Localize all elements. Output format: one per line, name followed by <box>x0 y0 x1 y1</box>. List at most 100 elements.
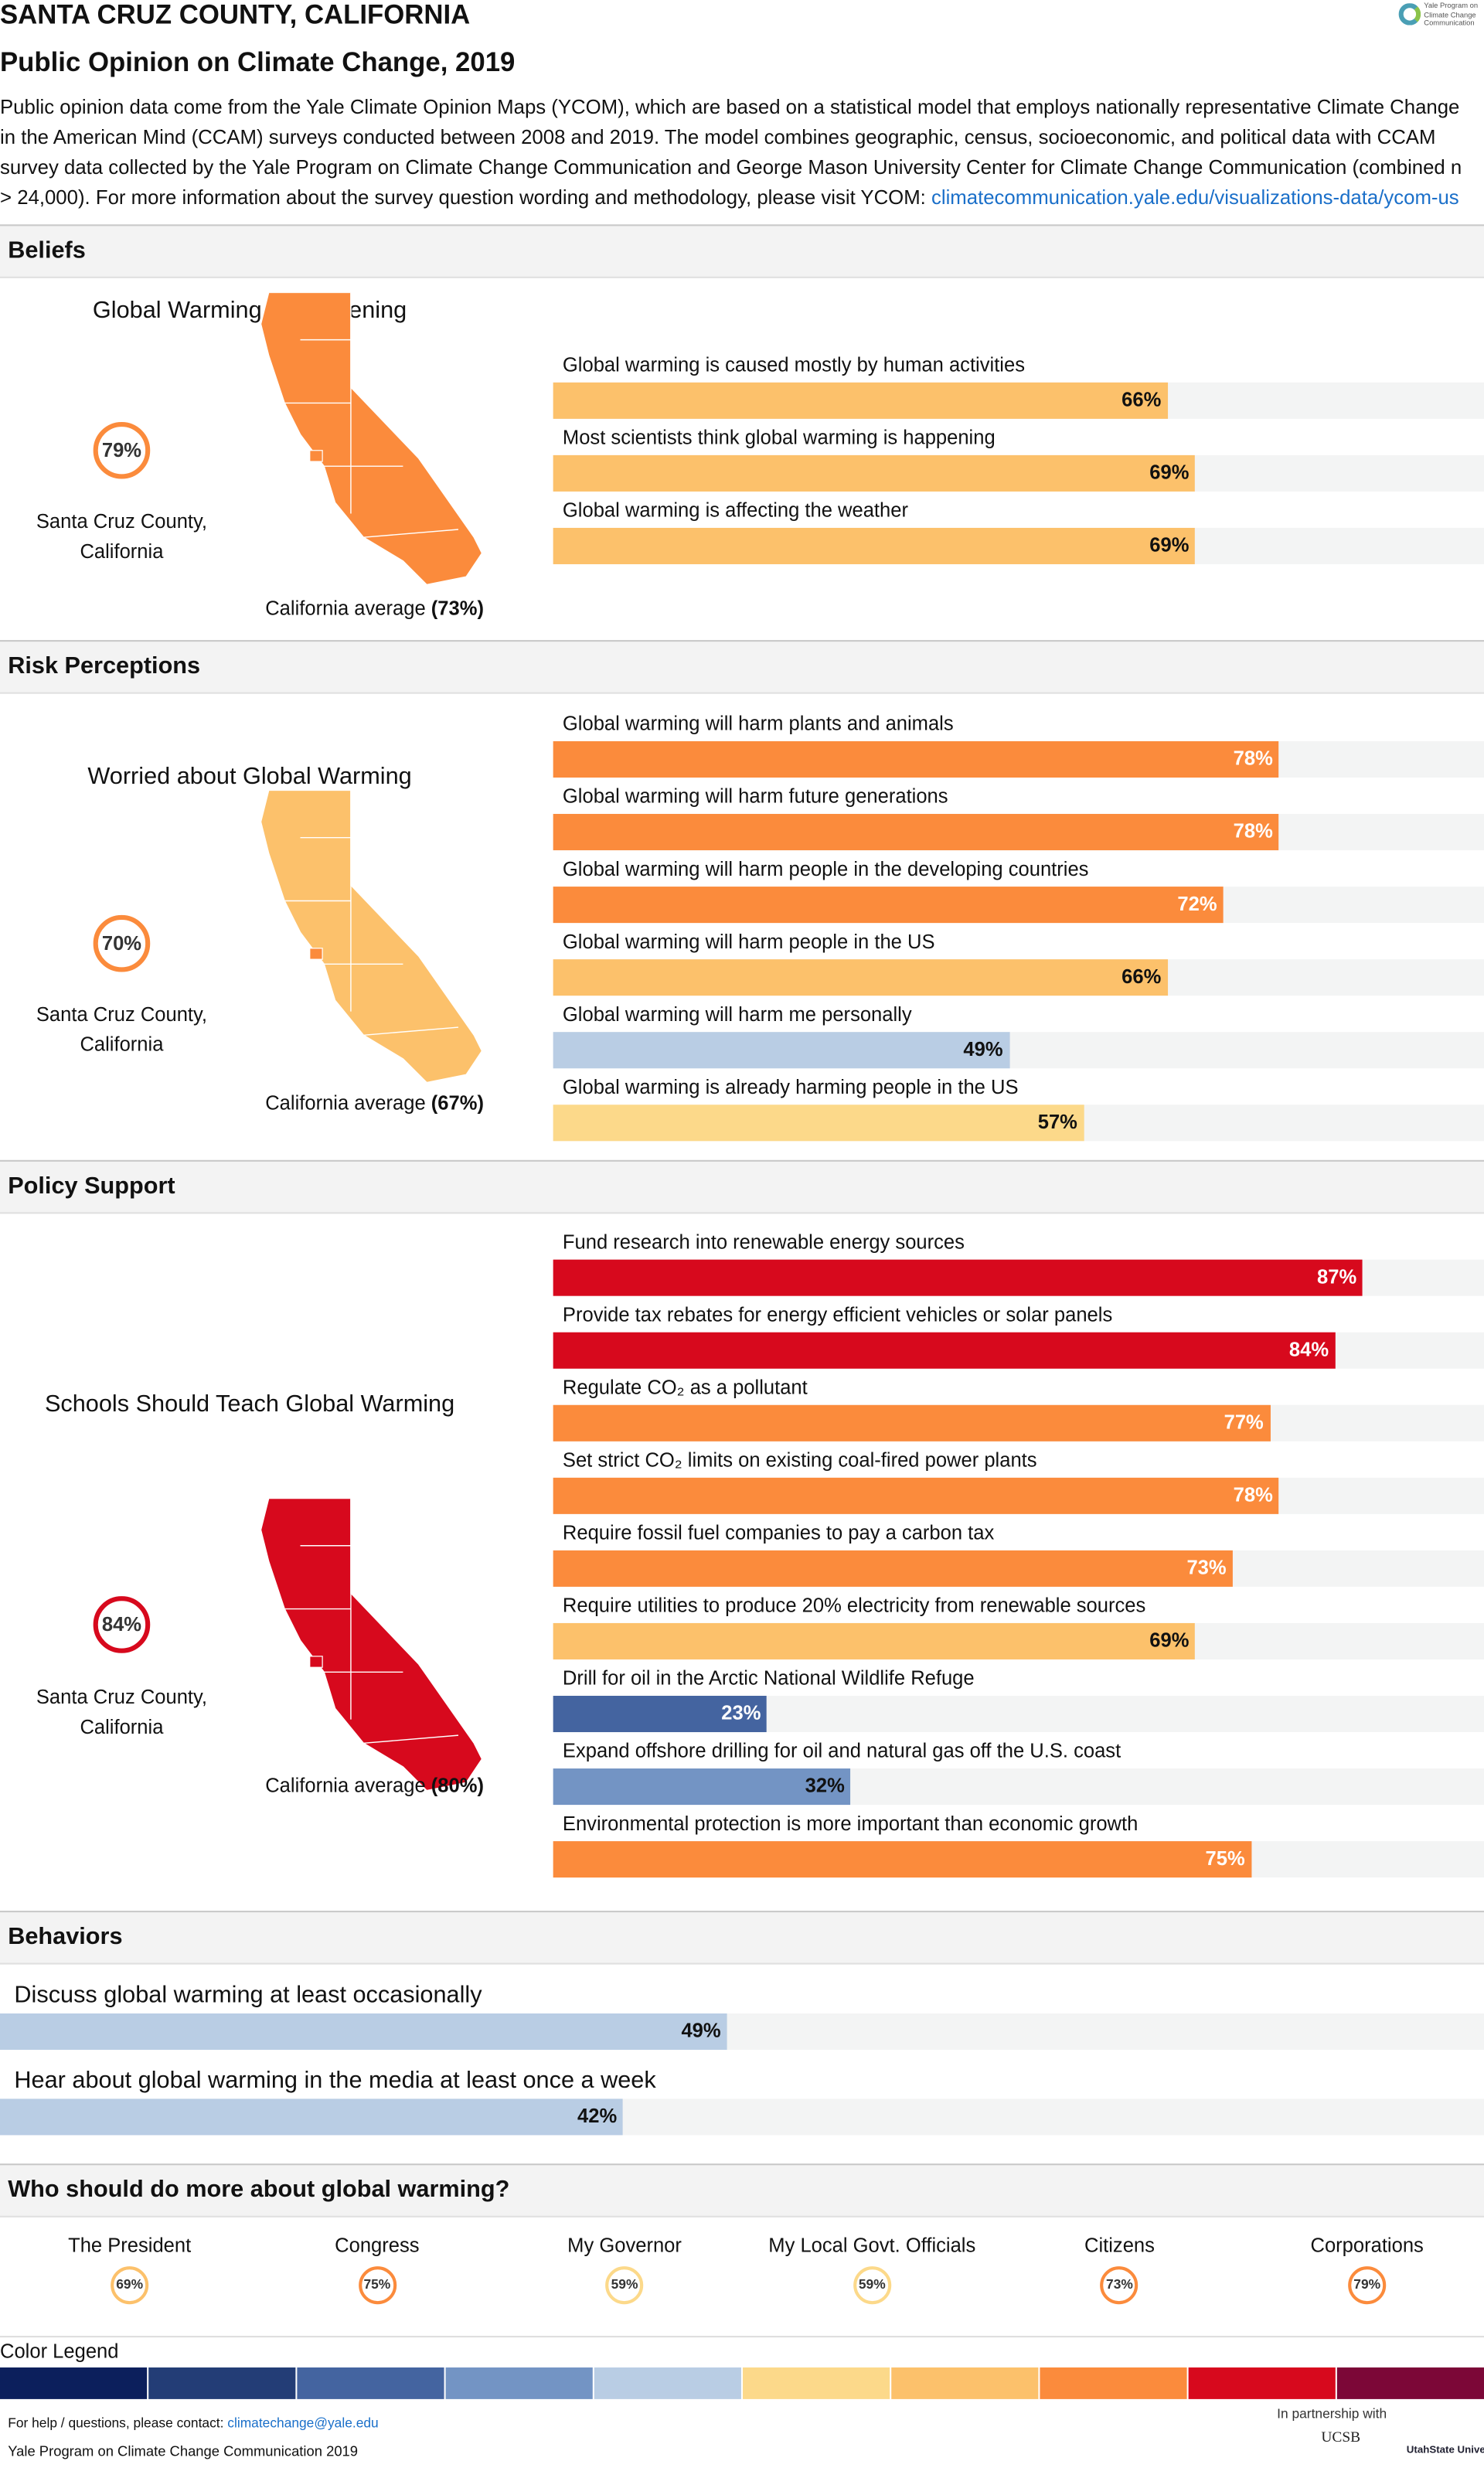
bar-value: 78% <box>1233 1484 1273 1507</box>
state-shape <box>260 1498 483 1792</box>
bar-value: 72% <box>1177 894 1217 916</box>
bar-value: 78% <box>1233 747 1273 771</box>
bar <box>553 814 1280 851</box>
legend-swatch <box>0 2367 147 2399</box>
value-circle <box>111 2266 149 2305</box>
bar <box>553 382 1168 419</box>
footer-help: For help / questions, please contact: cl… <box>8 2413 378 2432</box>
value-circle-label: 70% <box>101 932 142 955</box>
state-average-prefix: California average <box>265 1091 426 1115</box>
bar-label: Require utilities to produce 20% electri… <box>562 1594 1146 1617</box>
bar-label: Regulate CO₂ as a pollutant <box>562 1376 808 1399</box>
state-average: California average (80%) <box>189 1772 559 1800</box>
bar-label: Discuss global warming at least occasion… <box>14 1982 482 2010</box>
bar-label: Drill for oil in the Arctic National Wil… <box>562 1666 975 1690</box>
value-circle-label: 69% <box>116 2276 144 2292</box>
value-circle-label: 59% <box>611 2276 638 2292</box>
state-average: California average (73%) <box>189 594 559 623</box>
county-border <box>363 1734 459 1744</box>
bar <box>553 1695 768 1733</box>
state-map <box>260 292 483 586</box>
link[interactable]: climatecommunication.yale.edu/visualizat… <box>931 186 1459 209</box>
legend-band <box>0 2336 1484 2338</box>
bar-label: Global warming will harm people in the d… <box>562 858 1089 880</box>
legend-swatch <box>297 2367 444 2399</box>
value-circle-label: 73% <box>1106 2276 1133 2292</box>
bar-label: Global warming is caused mostly by human… <box>562 353 1025 376</box>
description-text: Public opinion data come from the Yale C… <box>0 96 1462 209</box>
state-map <box>260 790 483 1084</box>
bar-label: Global warming is already harming people… <box>562 1076 1019 1098</box>
actor-name: Corporations <box>1310 2234 1424 2257</box>
state-average-value: (73%) <box>431 597 484 620</box>
bar-value: 66% <box>1122 389 1162 412</box>
bar <box>553 527 1196 564</box>
section-header <box>0 1159 1484 1214</box>
logo-text: Yale Program on Climate Change Communica… <box>1424 2 1479 27</box>
bar <box>0 2013 727 2051</box>
bar <box>553 1105 1084 1142</box>
county-name: Santa Cruz County, California <box>36 510 208 562</box>
footer-email[interactable]: climatechange@yale.edu <box>227 2415 379 2431</box>
value-circle <box>93 914 151 972</box>
value-circle <box>93 1596 151 1653</box>
bar-value: 49% <box>963 1039 1003 1061</box>
bar-value: 78% <box>1233 820 1273 843</box>
bar <box>553 1550 1233 1587</box>
bar <box>553 740 1280 778</box>
bar-value: 77% <box>1224 1411 1264 1435</box>
value-circle-label: 75% <box>363 2276 391 2292</box>
bar-label: Provide tax rebates for energy efficient… <box>562 1303 1113 1326</box>
bar-value: 73% <box>1186 1557 1227 1580</box>
bar <box>553 959 1168 996</box>
section-title: Beliefs <box>8 237 86 264</box>
bar-label: Global warming will harm me personally <box>562 1003 912 1026</box>
section-title: Who should do more about global warming? <box>8 2177 510 2204</box>
legend-swatch <box>1040 2367 1186 2399</box>
county-name: Santa Cruz County, California <box>36 1686 208 1738</box>
bar-label: Expand offshore drilling for oil and nat… <box>562 1739 1122 1762</box>
footer-credit: Yale Program on Climate Change Communica… <box>8 2443 359 2459</box>
value-circle-label: 79% <box>101 439 142 461</box>
actor-name: Citizens <box>1084 2234 1155 2257</box>
map-title: Global Warming is Happening <box>92 297 407 325</box>
bar <box>553 1841 1251 1878</box>
legend-swatch <box>445 2367 592 2399</box>
section-header <box>0 2163 1484 2218</box>
bar-value: 69% <box>1149 1629 1190 1653</box>
description: Public opinion data come from the Yale C… <box>0 94 1476 213</box>
bar-label: Fund research into renewable energy sour… <box>562 1230 965 1254</box>
legend-swatch <box>1336 2367 1483 2399</box>
bar <box>553 1404 1270 1442</box>
title: SANTA CRUZ COUNTY, CALIFORNIA <box>0 0 471 30</box>
bar-label: Global warming will harm future generati… <box>562 785 948 808</box>
bar-value: 66% <box>1122 966 1162 989</box>
county-name: Santa Cruz County, California <box>36 1003 208 1055</box>
state-average-value: (67%) <box>431 1091 484 1115</box>
bar-value: 75% <box>1205 1848 1245 1870</box>
logo-icon <box>1398 3 1421 26</box>
actor-name: My Governor <box>567 2234 682 2257</box>
value-circle-label: 79% <box>1353 2276 1381 2292</box>
value-circle <box>93 421 151 479</box>
section-title: Policy Support <box>8 1173 175 1200</box>
bar-value: 69% <box>1149 534 1190 557</box>
county-shape <box>309 450 323 462</box>
bar-value: 42% <box>577 2105 618 2127</box>
value-circle <box>1100 2266 1139 2305</box>
bar <box>553 1032 1009 1069</box>
partner-logo: UtahState University. <box>1406 2444 1484 2456</box>
subtitle: Public Opinion on Climate Change, 2019 <box>0 47 516 78</box>
bar <box>553 1332 1336 1369</box>
section-title: Risk Perceptions <box>8 652 201 680</box>
state-average-value: (80%) <box>431 1775 484 1797</box>
legend-swatch <box>891 2367 1038 2399</box>
state-map <box>260 1498 483 1792</box>
bar-value: 23% <box>721 1702 761 1725</box>
value-circle <box>1348 2266 1387 2305</box>
state-shape <box>260 292 483 586</box>
state-shape <box>260 790 483 1084</box>
bar <box>553 454 1196 492</box>
bar <box>553 1259 1363 1296</box>
